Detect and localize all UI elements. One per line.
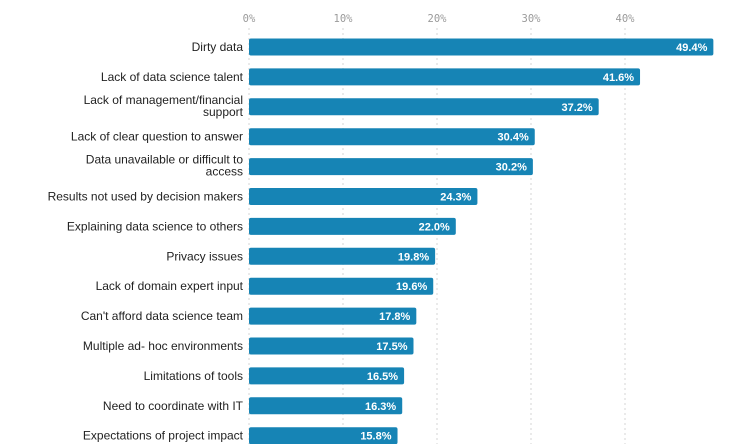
data-label: 22.0% [419, 221, 450, 233]
category-labels: Dirty data Lack of data science talent Lac… [48, 40, 244, 443]
category-label: Can't afford data science team [81, 309, 243, 323]
category-label: Privacy issues [166, 249, 243, 263]
x-axis-ticks: 0% 10% 20% 30% 40% [243, 13, 635, 25]
category-label: Limitations of tools [144, 369, 243, 383]
bars [249, 38, 714, 444]
bar [249, 217, 456, 235]
value-labels: 49.4% 41.6% 37.2% 30.4% 30.2% 24.3% 22.0% 19.8%… [360, 42, 707, 443]
data-label: 24.3% [440, 192, 471, 204]
category-label: Dirty data [192, 40, 244, 54]
category-label-line: Data unavailable or difficult to [86, 153, 244, 167]
category-label-line: support [203, 105, 244, 119]
data-label: 17.8% [379, 311, 410, 323]
bar [249, 367, 405, 385]
bar [249, 38, 714, 56]
data-label: 41.6% [603, 72, 634, 84]
bar [249, 307, 417, 325]
bar [249, 188, 478, 205]
data-label: 16.5% [367, 371, 398, 383]
bar [249, 68, 641, 86]
bar [249, 128, 535, 146]
data-label: 19.8% [398, 251, 429, 263]
x-tick-label: 20% [428, 13, 448, 25]
bar [249, 337, 414, 355]
bar [249, 277, 434, 295]
x-tick-label: 10% [334, 13, 354, 25]
data-label: 37.2% [561, 102, 592, 114]
category-label-line: access [206, 165, 243, 179]
bar [249, 247, 436, 265]
category-label: Lack of data science talent [101, 70, 244, 84]
data-label: 16.3% [365, 401, 396, 413]
category-label: Lack of management/financial support [84, 93, 244, 119]
x-tick-label: 30% [522, 13, 542, 25]
category-label: Need to coordinate with IT [103, 399, 244, 413]
category-label: Multiple ad- hoc environments [83, 339, 243, 353]
category-label: Lack of domain expert input [96, 279, 244, 293]
bar [249, 427, 398, 444]
bar [249, 158, 533, 176]
data-label: 17.5% [376, 341, 407, 353]
data-label: 19.6% [396, 281, 427, 293]
data-label: 30.2% [496, 162, 527, 174]
category-label: Lack of clear question to answer [71, 130, 243, 144]
category-label-line: Lack of management/financial [84, 93, 243, 107]
data-label: 49.4% [676, 42, 707, 54]
bar [249, 397, 403, 415]
x-tick-label: 0% [243, 13, 256, 25]
category-label: Results not used by decision makers [48, 190, 243, 204]
category-label: Explaining data science to others [67, 219, 243, 233]
data-label: 30.4% [498, 132, 529, 144]
x-tick-label: 40% [616, 13, 636, 25]
bar [249, 98, 599, 116]
category-label: Data unavailable or difficult to access [86, 153, 244, 179]
data-label: 15.8% [360, 431, 391, 443]
category-label: Expectations of project impact [83, 429, 244, 443]
